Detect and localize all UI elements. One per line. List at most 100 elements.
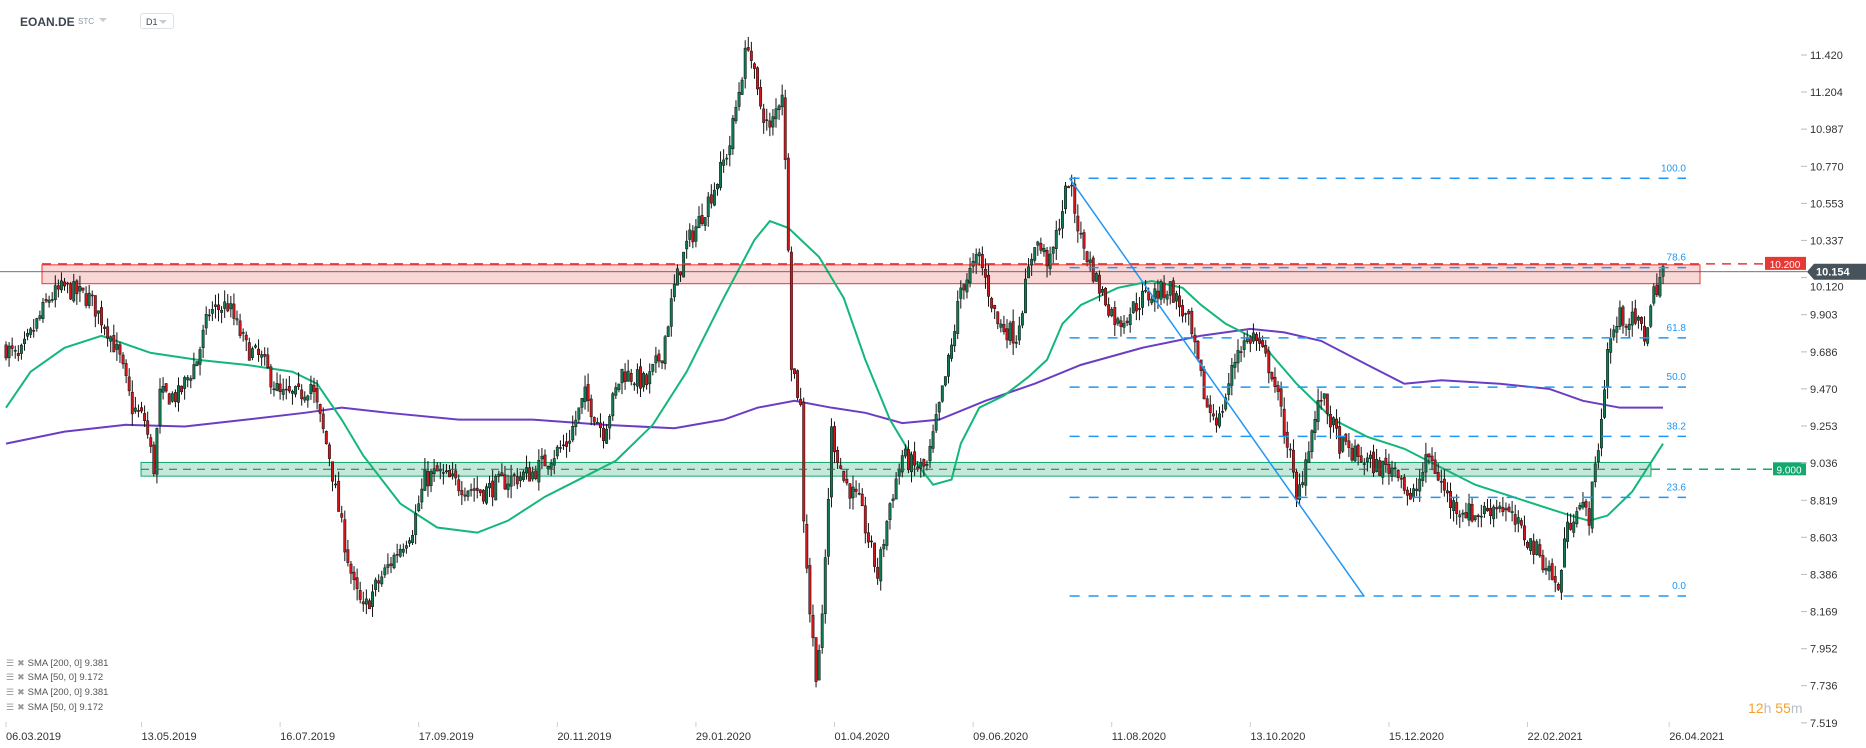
candle-bearish <box>1205 398 1209 408</box>
close-icon[interactable]: ✖ <box>17 658 25 668</box>
candle-bearish <box>355 577 359 590</box>
candle-bullish <box>133 407 137 412</box>
candle-bearish <box>1285 431 1289 448</box>
candle-bullish <box>706 196 710 217</box>
support-price-label: 9.000 <box>1776 465 1801 476</box>
candle-bearish <box>1279 388 1283 407</box>
candle-bullish <box>888 503 892 520</box>
candle-bearish <box>814 637 818 682</box>
menu-icon[interactable]: ☰ <box>6 672 15 682</box>
candle-bullish <box>1581 502 1585 508</box>
candle-bearish <box>1624 325 1628 328</box>
candle-bearish <box>395 553 399 556</box>
candle-bullish <box>1094 273 1098 282</box>
candle-bearish <box>1276 385 1280 392</box>
candle-bearish <box>1258 337 1262 344</box>
x-tick-label: 13.05.2019 <box>142 731 197 743</box>
candle-bearish <box>1442 478 1446 491</box>
candle-bearish <box>1633 308 1637 324</box>
candle-bullish <box>1153 288 1157 302</box>
legend-item-sma200[interactable]: ☰ ✖ SMA [200, 0] 9.381 <box>6 658 108 669</box>
menu-icon[interactable]: ☰ <box>6 702 15 712</box>
candle-bearish <box>475 487 479 491</box>
candle-bullish <box>441 472 445 474</box>
candle-bearish <box>130 391 134 415</box>
candle-bullish <box>1131 301 1135 313</box>
legend-item-sma50[interactable]: ☰ ✖ SMA [50, 0] 9.172 <box>6 702 103 713</box>
candle-bullish <box>1168 281 1172 296</box>
candle-bearish <box>983 268 987 278</box>
candle-bearish <box>1464 512 1468 519</box>
candle-bullish <box>1242 340 1246 350</box>
candle-bullish <box>309 384 313 394</box>
candle-bearish <box>836 449 840 463</box>
candle-bullish <box>466 490 470 497</box>
candle-bearish <box>1470 504 1474 522</box>
candle-bullish <box>1603 389 1606 418</box>
candle-bullish <box>386 564 390 568</box>
candle-bearish <box>1538 544 1542 557</box>
fib-level-label: 23.6 <box>1667 482 1687 493</box>
instrument-type-dropdown[interactable]: STC <box>78 17 94 26</box>
candle-bullish <box>672 284 676 298</box>
chevron-down-icon[interactable] <box>99 18 107 22</box>
candle-bullish <box>1575 511 1579 525</box>
candle-bullish <box>546 465 550 469</box>
candle-bullish <box>96 310 100 314</box>
legend-item-sma200[interactable]: ☰ ✖ SMA [200, 0] 9.381 <box>6 687 108 698</box>
candle-bearish <box>1221 411 1225 413</box>
candle-bullish <box>943 376 947 386</box>
close-icon[interactable]: ✖ <box>17 672 25 682</box>
candle-bearish <box>1104 287 1108 306</box>
candle-bullish <box>731 118 735 150</box>
candle-bearish <box>873 542 877 567</box>
candle-bullish <box>177 385 180 403</box>
candle-bearish <box>623 371 627 382</box>
candle-bullish <box>635 369 639 387</box>
candle-bullish <box>891 498 895 502</box>
candle-bullish <box>925 463 929 466</box>
menu-icon[interactable]: ☰ <box>6 658 15 668</box>
candle-bullish <box>651 363 655 372</box>
x-tick-label: 22.02.2021 <box>1528 731 1583 743</box>
y-tick-label: 7.952 <box>1810 644 1838 656</box>
candle-bullish <box>820 613 824 648</box>
candle-bullish <box>1020 313 1024 326</box>
candle-bullish <box>290 390 294 394</box>
candle-bearish <box>1270 372 1274 380</box>
close-icon[interactable]: ✖ <box>17 702 25 712</box>
candle-bullish <box>829 426 833 498</box>
close-icon[interactable]: ✖ <box>17 687 25 697</box>
legend-item-sma50[interactable]: ☰ ✖ SMA [50, 0] 9.172 <box>6 672 103 683</box>
candle-bearish <box>1338 426 1342 454</box>
candle-bullish <box>675 268 679 286</box>
candle-bullish <box>937 402 941 413</box>
candle-bearish <box>1501 507 1505 513</box>
candle-bearish <box>173 392 177 403</box>
candle-bullish <box>429 471 433 486</box>
timeframe-dropdown[interactable]: D1 <box>140 13 174 29</box>
candle-bearish <box>1091 257 1095 282</box>
candle-bullish <box>1110 308 1114 317</box>
menu-icon[interactable]: ☰ <box>6 687 15 697</box>
candle-bullish <box>1014 341 1018 344</box>
candle-bearish <box>167 393 171 405</box>
candle-bearish <box>512 474 516 476</box>
candle-bullish <box>608 416 612 429</box>
candle-bearish <box>146 420 150 435</box>
candle-bullish <box>580 398 584 408</box>
candle-bullish <box>1033 247 1037 261</box>
candle-bearish <box>503 474 507 490</box>
candle-bearish <box>993 304 997 309</box>
candle-bullish <box>1566 521 1570 542</box>
candle-bullish <box>552 458 556 466</box>
candle-bullish <box>1375 458 1379 472</box>
candle-bullish <box>294 386 297 395</box>
candle-bearish <box>93 295 97 317</box>
candle-bearish <box>1522 525 1526 541</box>
candle-bearish <box>217 304 220 310</box>
candle-bearish <box>860 493 864 507</box>
candle-bearish <box>1196 340 1200 360</box>
candle-bullish <box>383 567 387 576</box>
